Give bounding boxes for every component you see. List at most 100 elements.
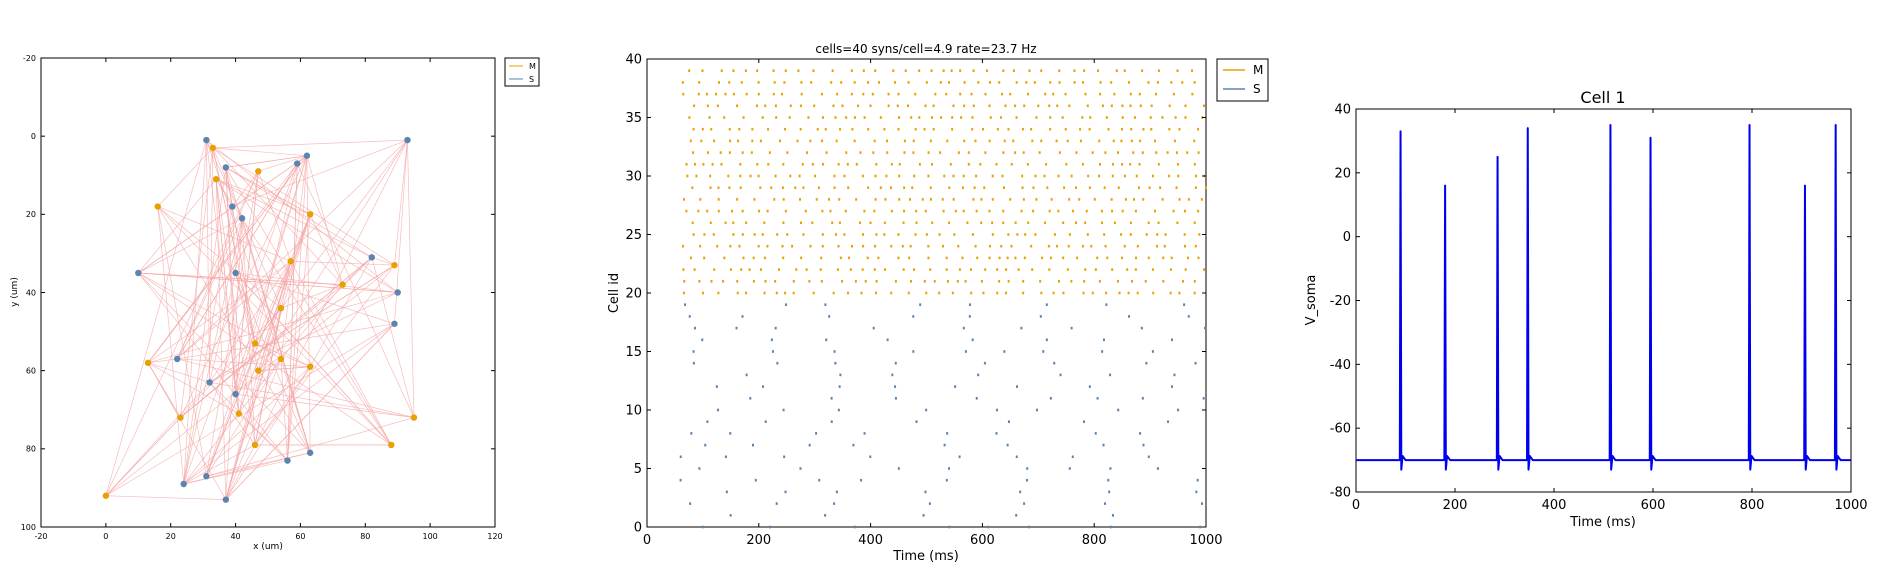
raster-spike-m	[764, 105, 766, 108]
raster-spike-m	[1041, 257, 1043, 260]
raster-spike-m	[1035, 198, 1037, 201]
raster-spike-s	[704, 444, 706, 447]
raster-spike-m	[783, 81, 785, 84]
raster-spike-m	[1001, 175, 1003, 178]
raster-spike-m	[1121, 128, 1123, 131]
raster-spike-m	[1107, 128, 1109, 131]
raster-spike-m	[700, 140, 702, 143]
raster-spike-m	[1062, 222, 1064, 225]
raster-spike-m	[685, 210, 687, 213]
raster-spike-m	[736, 198, 738, 201]
raster-spike-m	[908, 257, 910, 260]
raster-spike-s	[1008, 420, 1010, 423]
raster-spike-m	[1177, 175, 1179, 178]
raster-spike-m	[1080, 140, 1082, 143]
raster-spike-m	[822, 245, 824, 248]
raster-spike-m	[781, 93, 783, 96]
raster-spike-s	[831, 397, 833, 400]
raster-spike-m	[809, 140, 811, 143]
raster-spike-m	[913, 268, 915, 271]
raster-spike-m	[963, 175, 965, 178]
raster-spike-m	[751, 151, 753, 154]
raster-spike-m	[836, 140, 838, 143]
raster-spike-m	[963, 105, 965, 108]
raster-spike-m	[1111, 198, 1113, 201]
raster-spike-m	[1083, 69, 1085, 72]
raster-spike-m	[756, 105, 758, 108]
raster-spike-m	[1175, 116, 1177, 119]
raster-spike-m	[732, 69, 734, 72]
raster-spike-m	[1184, 210, 1186, 213]
raster-spike-m	[745, 222, 747, 225]
raster-spike-m	[876, 280, 878, 283]
raster-spike-m	[890, 245, 892, 248]
network-point-s	[369, 254, 375, 260]
raster-spike-m	[1141, 69, 1143, 72]
raster-spike-s	[954, 385, 956, 388]
raster-spike-m	[888, 105, 890, 108]
raster-spike-m	[1056, 105, 1058, 108]
raster-spike-m	[930, 186, 932, 189]
raster-spike-m	[778, 268, 780, 271]
raster-x-tick-label: 200	[746, 533, 771, 548]
network-y-tick-label: 100	[21, 523, 36, 532]
raster-spike-m	[953, 233, 955, 236]
raster-spike-s	[1101, 350, 1103, 353]
raster-spike-m	[968, 151, 970, 154]
raster-x-tick-label: 600	[970, 533, 995, 548]
raster-spike-m	[891, 210, 893, 213]
network-x-tick-label: -20	[34, 532, 47, 541]
raster-spike-m	[1169, 105, 1171, 108]
raster-spike-s	[976, 397, 978, 400]
raster-spike-m	[740, 268, 742, 271]
raster-spike-m	[1117, 280, 1119, 283]
network-point-s	[174, 356, 180, 362]
raster-spike-s	[1019, 491, 1021, 494]
network-point-m	[255, 168, 261, 174]
raster-spike-s	[730, 514, 732, 517]
raster-spike-s	[769, 526, 771, 529]
raster-spike-m	[946, 268, 948, 271]
raster-spike-m	[1133, 198, 1135, 201]
raster-spike-m	[890, 292, 892, 295]
raster-spike-s	[765, 420, 767, 423]
raster-spike-s	[1105, 303, 1107, 306]
raster-spike-m	[738, 128, 740, 131]
raster-spike-m	[1096, 257, 1098, 260]
raster-spike-m	[845, 151, 847, 154]
raster-spike-m	[940, 81, 942, 84]
raster-spike-s	[898, 467, 900, 470]
raster-spike-m	[885, 175, 887, 178]
raster-spike-m	[1161, 116, 1163, 119]
raster-spike-m	[725, 222, 727, 225]
raster-spike-m	[1102, 105, 1104, 108]
raster-spike-m	[699, 198, 701, 201]
raster-spike-m	[826, 151, 828, 154]
raster-spike-s	[977, 374, 979, 377]
raster-spike-m	[973, 105, 975, 108]
network-y-tick-label: 0	[31, 132, 36, 141]
raster-spike-m	[1075, 186, 1077, 189]
raster-spike-m	[880, 186, 882, 189]
raster-spike-m	[915, 128, 917, 131]
raster-spike-s	[783, 456, 785, 459]
raster-spike-s	[702, 526, 704, 529]
raster-spike-m	[992, 198, 994, 201]
raster-spike-m	[1162, 280, 1164, 283]
raster-spike-m	[862, 93, 864, 96]
raster-spike-s	[1016, 456, 1018, 459]
raster-spike-m	[1022, 128, 1024, 131]
raster-spike-m	[892, 69, 894, 72]
raster-spike-m	[774, 81, 776, 84]
raster-spike-m	[938, 292, 940, 295]
raster-spike-s	[1201, 502, 1203, 505]
raster-spike-m	[979, 163, 981, 166]
raster-spike-s	[946, 432, 948, 435]
network-point-m	[210, 145, 216, 151]
raster-spike-m	[764, 257, 766, 260]
raster-spike-s	[1173, 374, 1175, 377]
raster-spike-m	[789, 116, 791, 119]
raster-spike-m	[939, 233, 941, 236]
raster-spike-m	[683, 292, 685, 295]
raster-spike-m	[775, 116, 777, 119]
